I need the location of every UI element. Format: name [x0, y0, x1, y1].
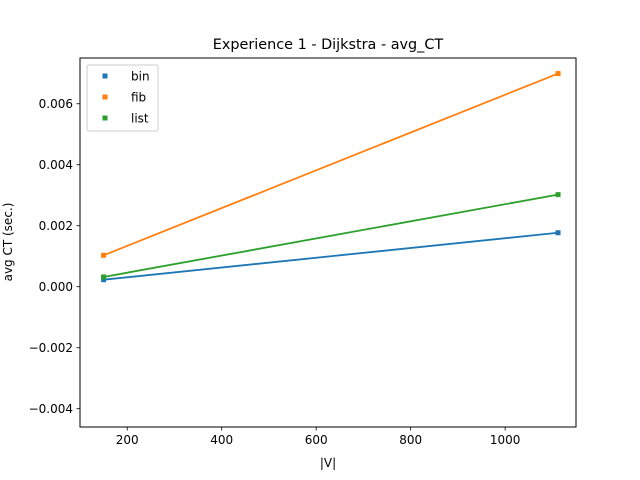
series-layer: [101, 71, 561, 283]
legend-marker-list: [102, 115, 108, 121]
y-tick-label: −0.002: [29, 341, 73, 355]
legend-box: [86, 64, 159, 132]
x-tick-label: 400: [210, 433, 233, 447]
series-line-list: [103, 193, 559, 278]
data-point-list: [555, 192, 561, 198]
x-tick-label: 600: [305, 433, 328, 447]
data-point-bin: [101, 277, 107, 283]
chart-title: Experience 1 - Dijkstra - avg_CT: [213, 37, 444, 53]
legend-items: bin fib list: [102, 69, 150, 125]
x-axis: 200 400 600 800 1000: [116, 427, 521, 447]
legend: bin fib list: [86, 64, 159, 132]
y-tick-label: 0.006: [39, 97, 73, 111]
x-tick-label: 200: [116, 433, 139, 447]
y-tick-label: 0.004: [39, 158, 73, 172]
x-tick-label: 1000: [490, 433, 521, 447]
data-point-bin: [555, 230, 561, 236]
data-point-list: [101, 274, 107, 280]
legend-label-bin: bin: [131, 69, 150, 83]
data-point-fib: [555, 71, 561, 77]
legend-marker-fib: [102, 94, 108, 100]
y-tick-label: 0.000: [39, 280, 73, 294]
series-line-fib: [103, 72, 559, 257]
y-axis: −0.004 −0.002 0.000 0.002 0.004 0.006: [29, 97, 80, 416]
plot-area: [79, 57, 577, 428]
data-point-fib: [101, 252, 107, 258]
x-tick-label: 800: [399, 433, 422, 447]
plot-frame: [79, 57, 577, 428]
legend-label-list: list: [131, 111, 149, 125]
legend-marker-bin: [102, 73, 108, 79]
y-tick-label: 0.002: [39, 219, 73, 233]
legend-label-fib: fib: [131, 90, 146, 104]
y-axis-label: avg CT (sec.): [1, 203, 15, 282]
series-line-bin: [103, 231, 559, 281]
x-axis-label: |V|: [320, 456, 336, 470]
y-tick-label: −0.004: [29, 402, 73, 416]
